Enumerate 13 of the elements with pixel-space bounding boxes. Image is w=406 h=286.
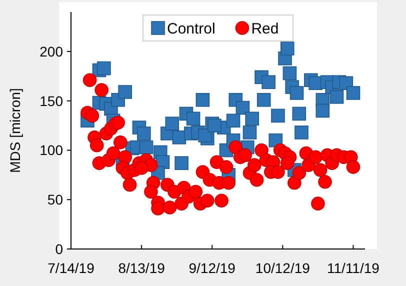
y-tick-label: 150 bbox=[40, 92, 64, 109]
y-tick-label: 50 bbox=[47, 192, 64, 208]
x-tick-label: 9/12/19 bbox=[188, 260, 236, 276]
x-tick-label: 8/13/19 bbox=[118, 260, 166, 276]
y-tick-label: 0 bbox=[55, 240, 64, 257]
legend-label: Red bbox=[251, 20, 279, 38]
x-tick-label: 10/12/19 bbox=[255, 260, 310, 276]
x-tick-label: 7/14/19 bbox=[48, 260, 95, 276]
y-tick-label: 100 bbox=[40, 142, 64, 158]
y-axis-title: MDS [micron] bbox=[7, 88, 23, 173]
legend-label: Control bbox=[167, 20, 216, 38]
y-tick-label: 200 bbox=[40, 43, 64, 60]
x-tick-label: 11/11/19 bbox=[327, 260, 380, 276]
